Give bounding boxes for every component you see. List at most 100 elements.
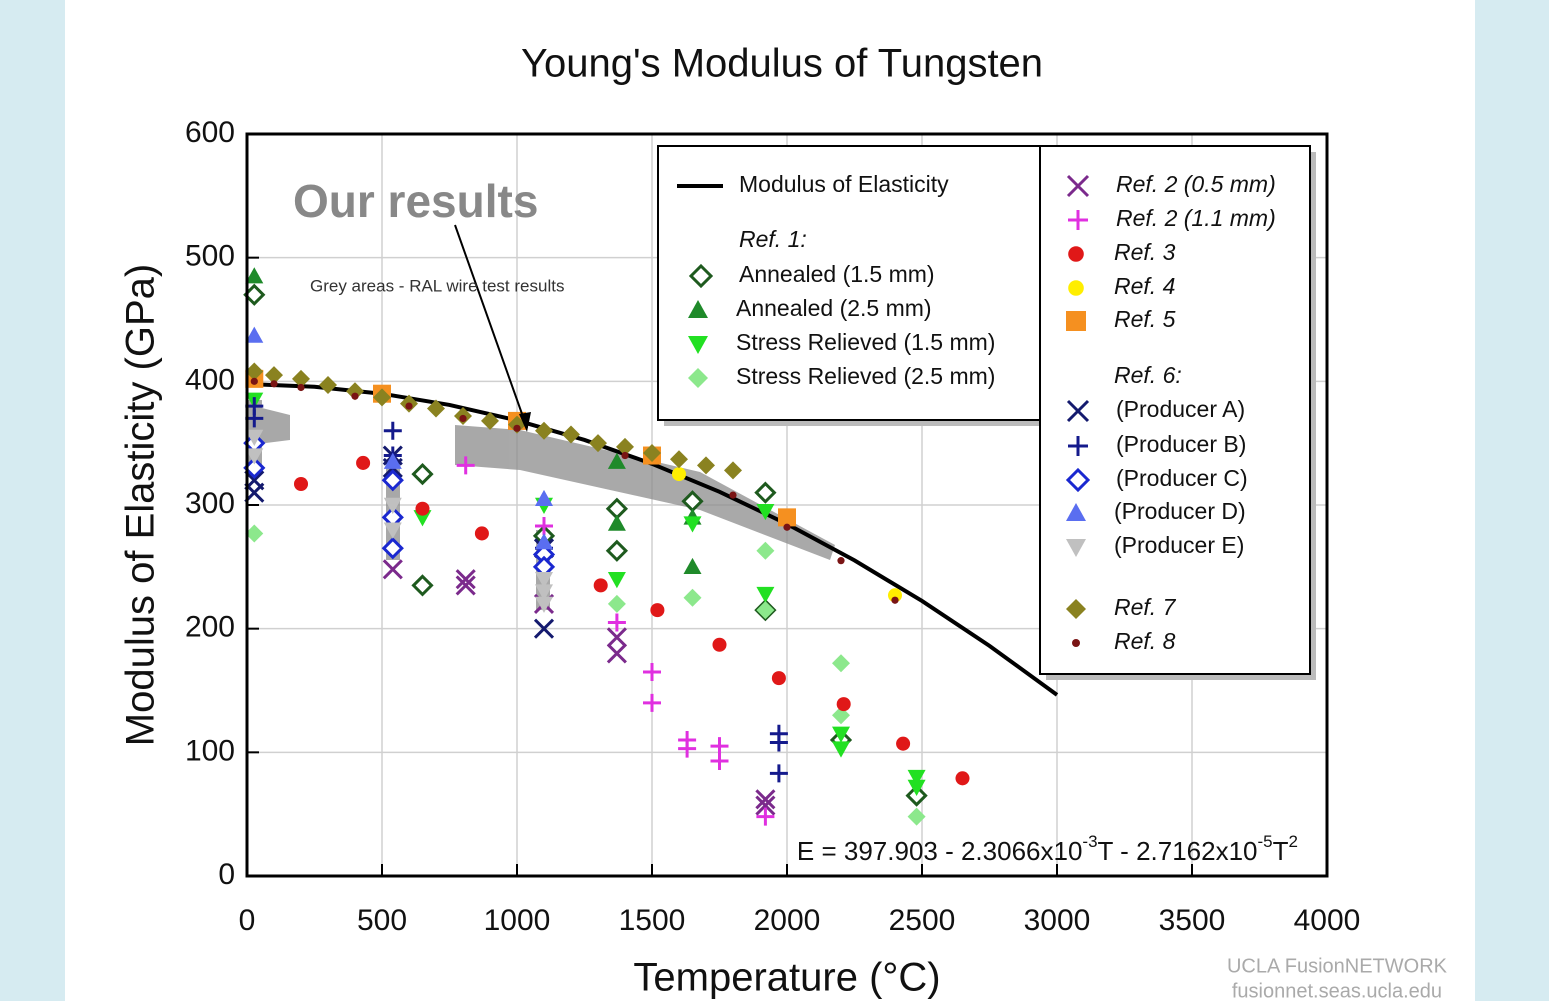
marker xyxy=(756,586,775,604)
marker xyxy=(383,522,402,539)
marker xyxy=(1066,503,1086,521)
credit: UCLA FusionNETWORK xyxy=(1227,955,1448,977)
marker xyxy=(697,456,715,475)
x-tick-label: 2000 xyxy=(754,904,821,937)
marker xyxy=(616,437,634,456)
marker xyxy=(455,569,476,590)
y-tick-label: 100 xyxy=(185,734,235,767)
marker xyxy=(606,627,627,648)
marker xyxy=(319,376,337,395)
credit: fusionnet.seas.ucla.edu xyxy=(1232,980,1442,1001)
marker xyxy=(756,601,775,620)
y-tick-label: 0 xyxy=(218,858,235,891)
marker xyxy=(373,388,391,407)
x-tick-label: 1500 xyxy=(619,904,686,937)
marker xyxy=(297,383,305,392)
marker xyxy=(607,572,626,589)
marker xyxy=(607,594,626,613)
marker xyxy=(607,613,626,632)
marker xyxy=(710,751,729,770)
marks xyxy=(243,267,1059,826)
legend-heading: Ref. 1: xyxy=(739,226,807,252)
x-tick-label: 3500 xyxy=(1159,904,1226,937)
marker xyxy=(415,501,430,516)
x-tick-label: 0 xyxy=(239,904,256,937)
marker xyxy=(769,733,788,752)
marker xyxy=(688,336,708,354)
marker xyxy=(346,382,364,401)
marker xyxy=(605,539,629,562)
marker xyxy=(1068,280,1084,296)
marker xyxy=(474,526,489,541)
legend-label: (Producer C) xyxy=(1116,465,1248,491)
marker xyxy=(1068,436,1088,456)
marker xyxy=(513,424,521,432)
marker xyxy=(245,429,264,446)
y-tick-label: 200 xyxy=(185,611,235,644)
marker xyxy=(562,425,580,444)
marker xyxy=(535,584,553,601)
marker xyxy=(351,392,359,400)
arrow-head xyxy=(519,412,531,432)
marker xyxy=(1072,639,1080,647)
marker xyxy=(383,452,402,469)
formula-part: -3 xyxy=(1082,832,1097,851)
y-axis-label: Modulus of Elasticity (GPa) xyxy=(119,264,163,746)
marker xyxy=(292,369,310,388)
marker xyxy=(411,574,434,597)
marker xyxy=(593,578,608,593)
marker xyxy=(1066,399,1090,423)
marker xyxy=(381,537,404,560)
marker xyxy=(769,764,788,783)
legend-label: (Producer A) xyxy=(1116,396,1245,422)
arrow xyxy=(454,224,528,429)
marker xyxy=(481,411,499,430)
marker xyxy=(643,693,661,712)
legend-label: Stress Relieved (2.5 mm) xyxy=(736,363,995,389)
marker xyxy=(724,461,742,480)
marker xyxy=(712,637,727,652)
marker xyxy=(678,739,697,758)
marker xyxy=(683,516,702,533)
y-tick-label: 300 xyxy=(185,487,235,520)
marker xyxy=(756,503,775,521)
legend-box xyxy=(1039,145,1311,675)
legend-label: Ref. 8 xyxy=(1114,628,1176,654)
marker xyxy=(250,377,258,385)
marker xyxy=(778,508,796,527)
marker xyxy=(535,489,553,507)
x-tick-label: 1000 xyxy=(484,904,551,937)
marker xyxy=(1068,246,1084,262)
marker xyxy=(1065,467,1091,493)
annotation: Our results xyxy=(293,175,538,227)
marker xyxy=(621,451,629,460)
x-tick-label: 3000 xyxy=(1024,904,1091,937)
y-tick-label: 400 xyxy=(185,363,235,396)
legend-label: Ref. 4 xyxy=(1114,273,1175,299)
marker xyxy=(535,533,553,550)
marker xyxy=(382,559,403,580)
marker xyxy=(245,362,264,381)
legend-label: Modulus of Elasticity xyxy=(739,171,949,197)
marker xyxy=(459,414,467,423)
chart-title: Young's Modulus of Tungsten xyxy=(521,42,1043,86)
marker xyxy=(1066,174,1090,198)
marker xyxy=(607,514,626,531)
marker xyxy=(383,497,402,514)
marker xyxy=(535,572,553,589)
formula-part: T xyxy=(1273,836,1289,866)
marker xyxy=(606,643,627,664)
marker xyxy=(1066,599,1086,619)
marker xyxy=(405,402,413,410)
marker xyxy=(411,462,434,486)
legend-label: (Producer B) xyxy=(1116,431,1246,457)
annotation: Grey areas - RAL wire test results xyxy=(310,276,564,295)
x-tick-label: 4000 xyxy=(1294,904,1361,937)
marker xyxy=(245,267,264,284)
legend-label: Annealed (1.5 mm) xyxy=(739,261,935,287)
legend-label: Ref. 2 (1.1 mm) xyxy=(1116,205,1276,231)
legend-label: Ref. 5 xyxy=(1114,306,1176,332)
marker xyxy=(887,588,903,603)
marker xyxy=(270,380,278,388)
